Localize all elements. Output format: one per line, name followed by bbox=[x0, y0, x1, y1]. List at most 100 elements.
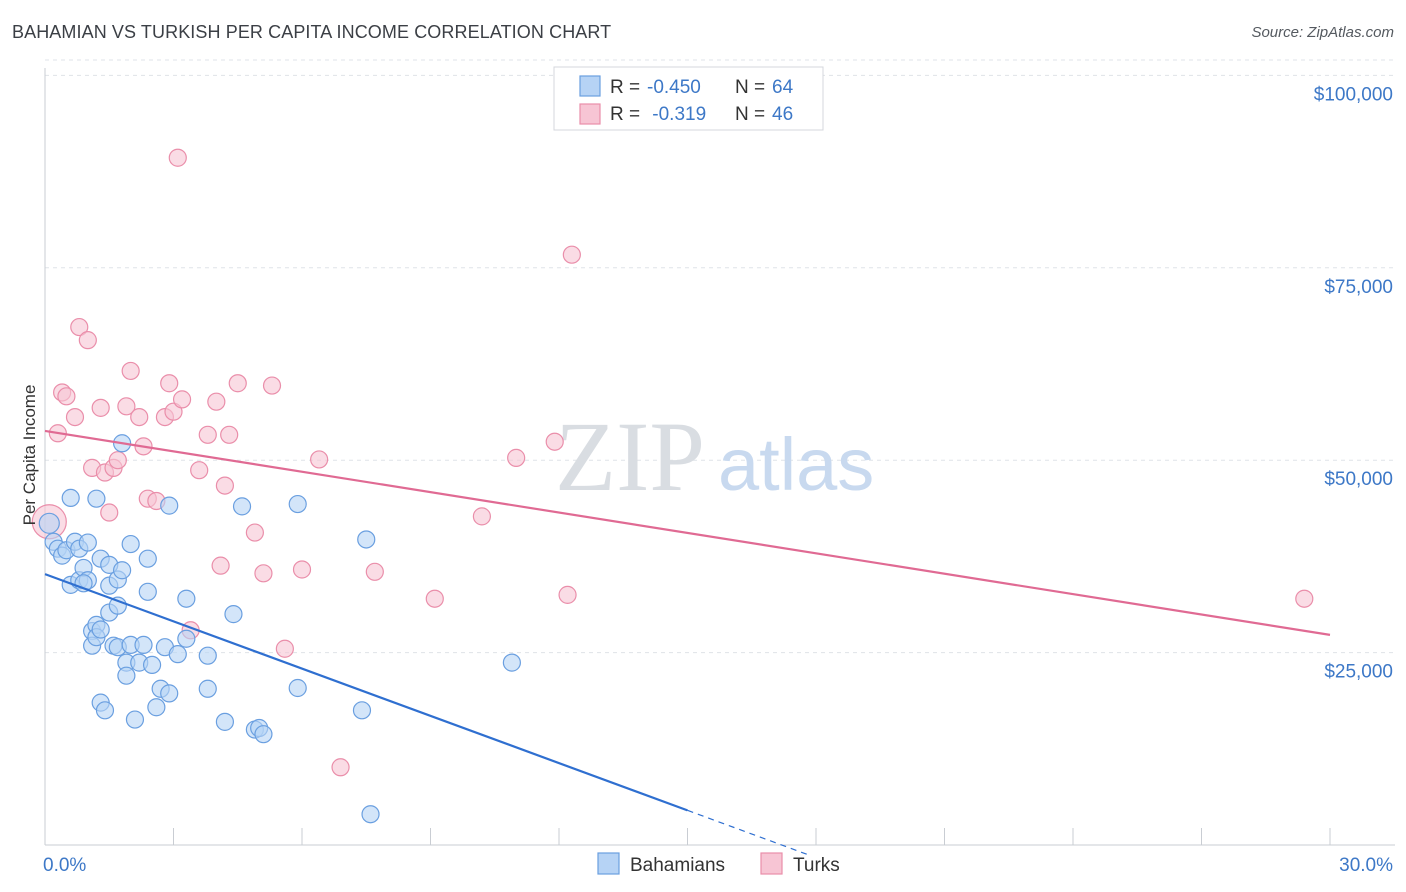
turk-point bbox=[562, 245, 581, 264]
bahamian-point bbox=[138, 582, 157, 601]
turk-point bbox=[558, 585, 577, 604]
bahamian-point bbox=[142, 655, 162, 675]
bahamian-point bbox=[215, 712, 234, 731]
chart-title: BAHAMIAN VS TURKISH PER CAPITA INCOME CO… bbox=[12, 22, 612, 42]
turk-point bbox=[160, 374, 179, 393]
bahamian-point bbox=[87, 489, 106, 508]
turk-point bbox=[228, 374, 247, 393]
turk-point bbox=[254, 564, 273, 583]
bahamian-point bbox=[160, 496, 179, 515]
bottom-legend-turks: Turks bbox=[793, 855, 840, 876]
x-tick-label-min: 0.0% bbox=[43, 855, 86, 876]
bottom-legend-swatch-bahamians bbox=[597, 852, 620, 875]
legend-n-value-bahamians: 64 bbox=[772, 77, 794, 98]
legend-box: R = -0.450 N = 64 R = -0.319 N = 46 bbox=[553, 66, 824, 131]
bahamians-trend-extension bbox=[687, 809, 808, 856]
bahamian-point bbox=[224, 605, 243, 624]
bahamian-point bbox=[288, 678, 307, 698]
bahamian-point bbox=[138, 549, 157, 568]
turk-point bbox=[70, 317, 89, 337]
turk-point bbox=[275, 639, 294, 658]
turk-point bbox=[507, 448, 526, 467]
bahamian-point bbox=[198, 679, 217, 698]
bahamian-point bbox=[198, 646, 217, 665]
bottom-legend-swatch-turks bbox=[760, 852, 783, 875]
grid-lines bbox=[45, 59, 1395, 654]
turk-point bbox=[78, 331, 97, 350]
watermark-atlas: atlas bbox=[718, 423, 874, 506]
turk-point bbox=[108, 451, 127, 470]
turk-point bbox=[91, 398, 110, 417]
turk-point bbox=[292, 560, 312, 579]
turk-point bbox=[164, 402, 183, 421]
bottom-legend-bahamians: Bahamians bbox=[630, 855, 725, 876]
turk-point bbox=[331, 758, 350, 777]
bahamian-point bbox=[357, 530, 376, 549]
bahamian-point bbox=[502, 653, 521, 672]
legend-swatch-turks bbox=[579, 103, 601, 125]
bahamian-point bbox=[112, 561, 132, 580]
bahamian-point bbox=[160, 684, 179, 703]
turk-point bbox=[207, 392, 226, 411]
bahamians-points bbox=[38, 434, 521, 824]
bahamians-trend-line bbox=[44, 573, 688, 812]
turk-point bbox=[117, 397, 136, 416]
turk-point bbox=[198, 425, 217, 444]
legend-n-label-bahamians: N = bbox=[735, 77, 765, 98]
turk-point bbox=[425, 589, 444, 608]
legend-r-label-bahamians: R = bbox=[610, 77, 640, 98]
bahamian-point bbox=[91, 620, 110, 639]
bahamian-point bbox=[147, 698, 166, 717]
turk-point bbox=[220, 425, 239, 444]
watermark: ZIP atlas bbox=[555, 401, 874, 512]
source-credit: Source: ZipAtlas.com bbox=[1251, 24, 1394, 41]
turk-point bbox=[65, 407, 85, 427]
y-tick-label: $25,000 bbox=[1324, 662, 1393, 683]
turk-point bbox=[121, 361, 140, 381]
bahamian-point bbox=[117, 666, 136, 685]
bahamian-point bbox=[134, 635, 153, 655]
legend-r-label-turks: R = bbox=[610, 104, 640, 125]
turk-point bbox=[57, 387, 76, 406]
bahamian-point bbox=[168, 645, 187, 664]
bahamian-point bbox=[288, 494, 307, 514]
bahamian-point bbox=[232, 497, 252, 516]
axes bbox=[44, 68, 1395, 846]
y-tick-label: $75,000 bbox=[1324, 277, 1393, 298]
bahamian-point bbox=[254, 725, 273, 744]
legend-n-label-turks: N = bbox=[735, 104, 765, 125]
bottom-legend: Bahamians Turks bbox=[597, 852, 840, 876]
bahamian-point bbox=[177, 629, 196, 648]
legend-n-value-turks: 46 bbox=[772, 104, 793, 125]
turk-point bbox=[172, 390, 192, 409]
bahamian-point bbox=[38, 512, 60, 534]
watermark-zip: ZIP bbox=[555, 401, 705, 512]
bahamian-point bbox=[121, 534, 140, 554]
legend-r-value-turks: -0.319 bbox=[647, 104, 706, 125]
turk-point bbox=[262, 376, 282, 395]
bahamian-point bbox=[177, 589, 196, 608]
turk-point bbox=[215, 476, 234, 495]
y-tick-label: $50,000 bbox=[1324, 469, 1393, 490]
turk-point bbox=[168, 148, 187, 167]
turk-point bbox=[130, 407, 149, 427]
turk-point bbox=[365, 562, 384, 581]
turk-point bbox=[211, 556, 230, 575]
bahamian-point bbox=[125, 710, 145, 729]
turk-point bbox=[545, 432, 564, 451]
y-axis-label: Per Capita Income bbox=[20, 385, 39, 526]
bahamian-point bbox=[361, 805, 380, 824]
bahamian-point bbox=[78, 533, 97, 552]
turk-point bbox=[190, 461, 209, 480]
bahamian-point bbox=[352, 701, 372, 720]
legend-swatch-bahamians bbox=[579, 75, 601, 97]
turks-trend-line bbox=[44, 429, 1331, 636]
turk-point bbox=[245, 523, 264, 542]
bahamian-point bbox=[61, 488, 80, 508]
turk-point bbox=[472, 507, 491, 526]
legend-r-value-bahamians: -0.450 bbox=[647, 77, 701, 98]
bahamian-point bbox=[95, 701, 115, 720]
y-tick-label: $100,000 bbox=[1314, 84, 1393, 105]
turk-point bbox=[100, 503, 119, 522]
